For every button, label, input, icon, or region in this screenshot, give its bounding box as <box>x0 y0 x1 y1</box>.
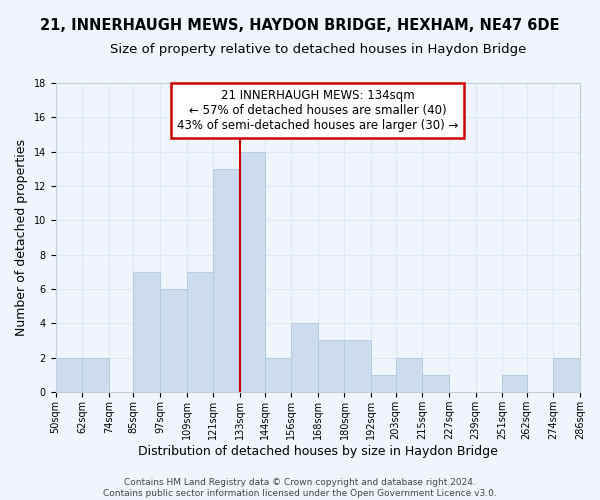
Bar <box>133 272 160 392</box>
Bar <box>187 272 214 392</box>
Text: 21, INNERHAUGH MEWS, HAYDON BRIDGE, HEXHAM, NE47 6DE: 21, INNERHAUGH MEWS, HAYDON BRIDGE, HEXH… <box>40 18 560 32</box>
Bar <box>502 374 527 392</box>
Bar <box>82 358 109 392</box>
Y-axis label: Number of detached properties: Number of detached properties <box>15 139 28 336</box>
Bar <box>291 323 318 392</box>
Bar <box>56 358 82 392</box>
Bar <box>318 340 344 392</box>
Bar <box>422 374 449 392</box>
Title: Size of property relative to detached houses in Haydon Bridge: Size of property relative to detached ho… <box>110 42 526 56</box>
Bar <box>240 152 265 392</box>
Text: Contains HM Land Registry data © Crown copyright and database right 2024.
Contai: Contains HM Land Registry data © Crown c… <box>103 478 497 498</box>
Bar <box>265 358 291 392</box>
Bar <box>160 289 187 392</box>
Text: 21 INNERHAUGH MEWS: 134sqm
← 57% of detached houses are smaller (40)
43% of semi: 21 INNERHAUGH MEWS: 134sqm ← 57% of deta… <box>177 89 458 132</box>
Bar <box>553 358 580 392</box>
Bar <box>371 374 395 392</box>
Bar <box>344 340 371 392</box>
Bar <box>214 169 240 392</box>
Bar <box>395 358 422 392</box>
X-axis label: Distribution of detached houses by size in Haydon Bridge: Distribution of detached houses by size … <box>138 444 498 458</box>
